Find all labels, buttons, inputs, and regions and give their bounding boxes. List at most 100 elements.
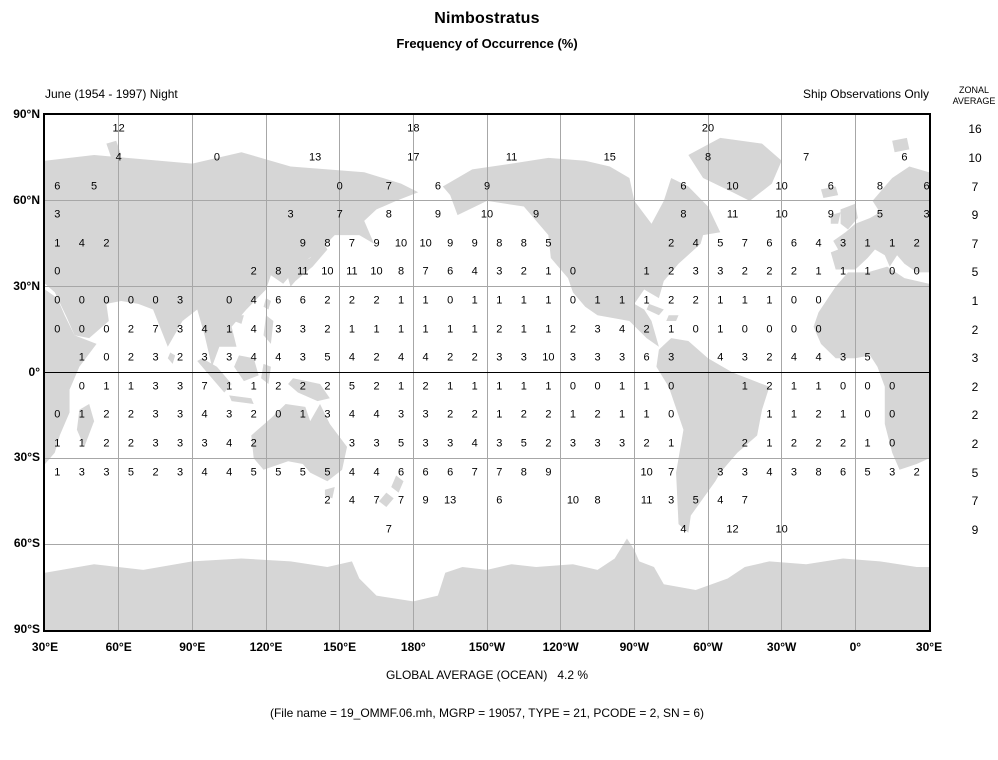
grid-value: 1 (766, 294, 773, 307)
grid-value: 1 (790, 380, 797, 393)
grid-value: 10 (321, 265, 334, 278)
grid-value: 1 (643, 408, 650, 421)
grid-value: 0 (864, 380, 871, 393)
grid-value: 10 (394, 237, 408, 250)
grid-value: 1 (397, 323, 405, 336)
grid-value: 3 (717, 265, 724, 278)
grid-value: 4 (226, 466, 233, 479)
grid-value: 6 (496, 494, 503, 507)
grid-value: 10 (726, 180, 739, 193)
grid-value: 3 (152, 380, 159, 393)
grid-value: 4 (717, 351, 724, 364)
x-tick-label: 120°W (542, 640, 579, 654)
grid-value: 3 (176, 437, 184, 450)
grid-value: 10 (775, 180, 788, 193)
x-tick-label: 0° (849, 640, 862, 654)
grid-value: 1 (643, 265, 650, 278)
x-tick-label: 30°E (31, 640, 59, 654)
grid-value: 3 (923, 208, 930, 221)
grid-value: 2 (643, 437, 650, 450)
grid-value: 8 (704, 151, 712, 164)
grid-value: 6 (299, 294, 306, 307)
grid-value: 6 (447, 466, 454, 479)
grid-value: 2 (766, 351, 773, 364)
grid-value: 1 (545, 294, 552, 307)
grid-value: 4 (275, 351, 282, 364)
grid-value: 9 (299, 237, 306, 250)
gridline-parallel (45, 200, 929, 202)
grid-value: 7 (336, 208, 343, 221)
x-tick-label: 180° (400, 640, 426, 654)
grid-value: 3 (176, 323, 184, 336)
grid-value: 8 (520, 466, 527, 479)
grid-value: 8 (385, 208, 392, 221)
zonal-average-value: 2 (971, 408, 979, 423)
grid-value: 2 (815, 437, 822, 450)
grid-value: 9 (545, 466, 552, 479)
grid-value: 4 (115, 151, 122, 164)
grid-value: 5 (864, 351, 871, 364)
grid-value: 1 (54, 466, 61, 479)
grid-value: 1 (864, 237, 871, 250)
grid-value: 3 (176, 294, 184, 307)
grid-value: 1 (717, 294, 724, 307)
grid-value: 8 (496, 237, 503, 250)
grid-value: 2 (913, 466, 920, 479)
grid-value: 7 (471, 466, 478, 479)
grid-value: 7 (803, 151, 810, 164)
grid-value: 6 (54, 180, 61, 193)
grid-value: 8 (275, 265, 282, 278)
y-tick-label: 60°S (13, 536, 40, 551)
grid-value: 2 (422, 380, 429, 393)
grid-value: 0 (889, 408, 896, 421)
grid-value: 6 (680, 180, 687, 193)
grid-value: 4 (397, 351, 405, 364)
grid-value: 5 (324, 351, 331, 364)
grid-value: 1 (569, 408, 576, 421)
grid-value: 2 (790, 265, 797, 278)
zonal-average-value: 10 (968, 150, 982, 165)
grid-value: 5 (299, 466, 306, 479)
grid-value: 1 (766, 408, 773, 421)
grid-value: 1 (741, 380, 748, 393)
grid-value: 2 (324, 380, 331, 393)
world-map-plot-area (45, 115, 929, 630)
grid-value: 4 (250, 323, 257, 336)
grid-value: 1 (839, 408, 847, 421)
grid-value: 7 (373, 494, 380, 507)
gridline-equator (45, 372, 929, 373)
grid-value: 4 (766, 466, 773, 479)
grid-value: 9 (471, 237, 478, 250)
grid-value: 3 (54, 208, 61, 221)
grid-value: 3 (618, 437, 626, 450)
grid-value: 1 (373, 323, 380, 336)
grid-value: 1 (815, 380, 822, 393)
global-average-label: GLOBAL AVERAGE (OCEAN) 4.2 % (385, 668, 589, 682)
grid-value: 1 (397, 294, 405, 307)
grid-value: 0 (594, 380, 601, 393)
grid-value: 8 (680, 208, 687, 221)
grid-value: 0 (226, 294, 233, 307)
grid-value: 0 (103, 351, 110, 364)
grid-value: 4 (815, 351, 822, 364)
grid-value: 2 (766, 380, 773, 393)
grid-value: 2 (741, 265, 748, 278)
grid-value: 4 (348, 351, 355, 364)
grid-value: 0 (78, 294, 85, 307)
grid-value: 3 (348, 437, 355, 450)
grid-value: 1 (78, 408, 85, 421)
grid-value: 15 (603, 151, 616, 164)
grid-value: 3 (324, 408, 331, 421)
gridline-parallel (45, 457, 929, 459)
grid-value: 3 (839, 237, 847, 250)
grid-value: 2 (373, 351, 380, 364)
grid-value: 3 (78, 466, 85, 479)
grid-value: 9 (827, 208, 834, 221)
grid-value: 1 (78, 437, 85, 450)
grid-value: 2 (741, 437, 748, 450)
grid-value: 3 (447, 437, 454, 450)
x-tick-label: 90°E (179, 640, 206, 654)
grid-value: 6 (839, 466, 847, 479)
grid-value: 1 (839, 265, 847, 278)
grid-value: 2 (373, 294, 380, 307)
